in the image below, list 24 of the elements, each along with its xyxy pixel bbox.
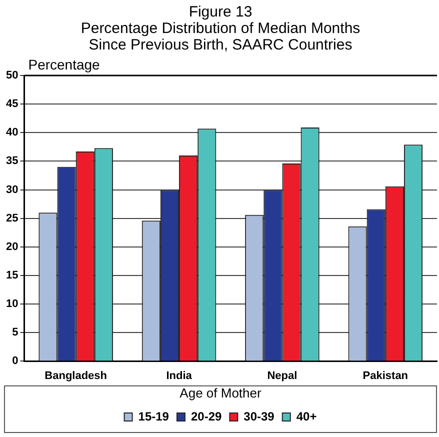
legend-label: 30-39 — [244, 409, 275, 424]
legend-title: Age of Mother — [180, 385, 262, 400]
y-tick-label: 30 — [6, 184, 18, 196]
y-tick-label: 15 — [6, 270, 18, 282]
legend-label: 40+ — [296, 409, 317, 424]
x-tick-label: Bangladesh — [44, 370, 108, 382]
text: Figure 13 — [188, 3, 252, 20]
x-tick-label: Pakistan — [362, 370, 408, 382]
y-tick-label: 10 — [6, 298, 18, 310]
y-tick-label: 20 — [6, 240, 18, 253]
text: Since Previous Birth, SAARC Countries — [88, 36, 352, 54]
legend-label: 20-29 — [190, 409, 222, 424]
y-tick-label: 5 — [12, 326, 18, 339]
y-tick-label: 25 — [6, 212, 18, 224]
text: Percentage Distribution of Median Months — [80, 20, 360, 37]
x-tick-label: Nepal — [267, 370, 298, 382]
y-tick-label: 40 — [6, 126, 18, 139]
y-tick-label: 45 — [6, 98, 18, 110]
y-tick-label: 35 — [6, 155, 18, 168]
y-tick-label: 50 — [6, 70, 18, 82]
x-tick-label: India — [166, 370, 193, 382]
legend-label: 15-19 — [138, 409, 170, 424]
y-axis-title: Percentage — [28, 56, 100, 72]
y-tick-label: 0 — [12, 355, 18, 368]
